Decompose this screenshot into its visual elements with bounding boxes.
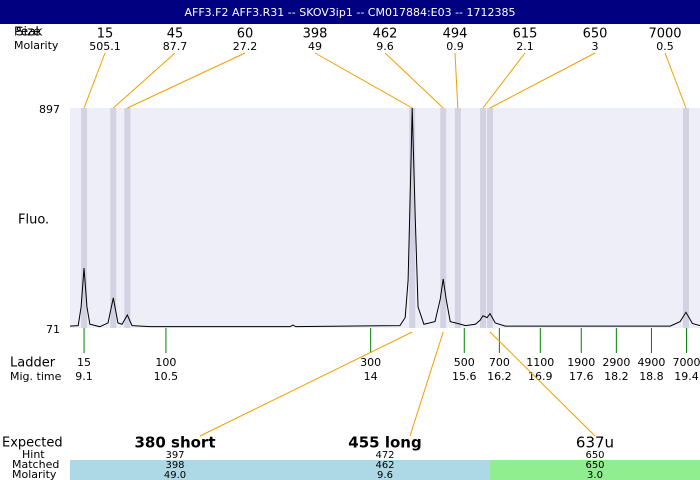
hint-value: 472: [375, 450, 394, 461]
ladder-time: 19.4: [674, 370, 699, 383]
peak-size: 615: [513, 27, 538, 42]
expected-label: 455 long: [348, 434, 421, 452]
ladder-size: 7000: [673, 356, 700, 369]
ladder-time: 18.8: [639, 370, 664, 383]
ladder-size: 500: [454, 356, 475, 369]
peak-band: [440, 108, 447, 328]
peak-molarity: 2.1: [516, 40, 534, 53]
ladder-size: 1900: [567, 356, 595, 369]
expected-connector: [199, 331, 413, 437]
plot-area: [70, 108, 700, 328]
matched-band: [70, 460, 490, 480]
peak-molarity: 49: [308, 40, 322, 53]
ladder-time: 16.2: [487, 370, 512, 383]
peak-band: [479, 108, 486, 328]
header-bar: [0, 0, 700, 24]
peak-size: 462: [373, 27, 398, 42]
peak-molarity: 27.2: [233, 40, 258, 53]
molarity-value: 9.6: [377, 470, 393, 480]
peak-band: [454, 108, 461, 328]
ladder-time: 9.1: [75, 370, 93, 383]
ladder-size: 700: [489, 356, 510, 369]
ladder-time: 10.5: [154, 370, 179, 383]
peak-connector: [384, 52, 444, 109]
peak-band: [409, 108, 416, 328]
ladder-time: 16.9: [528, 370, 553, 383]
expected-label: 380 short: [134, 434, 215, 452]
trace: [69, 107, 700, 328]
peak-band: [110, 108, 117, 328]
ladder-size: 15: [77, 356, 91, 369]
ladder-time: 18.2: [604, 370, 629, 383]
peak-size: 650: [583, 27, 608, 42]
peak-connector: [127, 52, 246, 109]
peak-band: [682, 108, 689, 328]
ladder-time: 17.6: [569, 370, 594, 383]
peak-connector: [83, 52, 106, 109]
peak-connector: [482, 52, 526, 109]
peak-molarity: 87.7: [163, 40, 188, 53]
row-label: Peak: [14, 25, 43, 39]
peak-band: [487, 108, 493, 328]
row-label: Size: [16, 25, 41, 39]
matched-value: 398: [165, 460, 184, 471]
peak-molarity: 0.9: [446, 40, 464, 53]
peak-connector: [664, 52, 687, 109]
row-label: Ladder: [10, 356, 56, 371]
expected-connector: [409, 331, 444, 437]
expected-label: 637u: [576, 434, 614, 452]
matched-value: 650: [585, 460, 604, 471]
hint-value: 650: [585, 450, 604, 461]
peak-size: 7000: [648, 27, 681, 42]
peak-size: 494: [443, 27, 468, 42]
ladder-size: 1100: [526, 356, 554, 369]
peak-molarity: 9.6: [376, 40, 394, 53]
expected-connector: [489, 331, 596, 437]
peak-size: 398: [303, 27, 328, 42]
peak-molarity: 0.5: [656, 40, 674, 53]
row-label: Mig. time: [10, 370, 62, 383]
ladder-size: 2900: [602, 356, 630, 369]
peak-size: 15: [97, 27, 114, 42]
y-tick-label: 897: [39, 103, 60, 116]
matched-value: 462: [375, 460, 394, 471]
matched-band: [490, 460, 700, 480]
ladder-time: 15.6: [452, 370, 477, 383]
ladder-size: 4900: [637, 356, 665, 369]
peak-size: 45: [167, 27, 184, 42]
peak-molarity: 505.1: [89, 40, 121, 53]
peak-connector: [314, 52, 413, 109]
molarity-value: 3.0: [587, 470, 603, 480]
molarity-value: 49.0: [164, 470, 186, 480]
y-tick-label: 71: [46, 323, 60, 336]
row-label: Hint: [22, 448, 45, 461]
row-label: Matched: [12, 458, 59, 471]
hint-value: 397: [165, 450, 184, 461]
peak-molarity: 3: [592, 40, 599, 53]
ladder-size: 100: [155, 356, 176, 369]
ladder-size: 300: [360, 356, 381, 369]
peak-size: 60: [237, 27, 254, 42]
peak-connector: [454, 52, 459, 109]
peak-band: [124, 108, 131, 328]
peak-connector: [489, 52, 596, 109]
row-label: Molarity: [12, 468, 57, 480]
y-axis-title: Fluo.: [18, 213, 49, 228]
row-label: Expected: [2, 436, 63, 451]
header-title: AFF3.F2 AFF3.R31 -- SKOV3ip1 -- CM017884…: [184, 6, 515, 19]
ladder-time: 14: [364, 370, 378, 383]
peak-connector: [112, 52, 176, 109]
row-label: Molarity: [14, 39, 59, 52]
peak-band: [81, 108, 88, 328]
